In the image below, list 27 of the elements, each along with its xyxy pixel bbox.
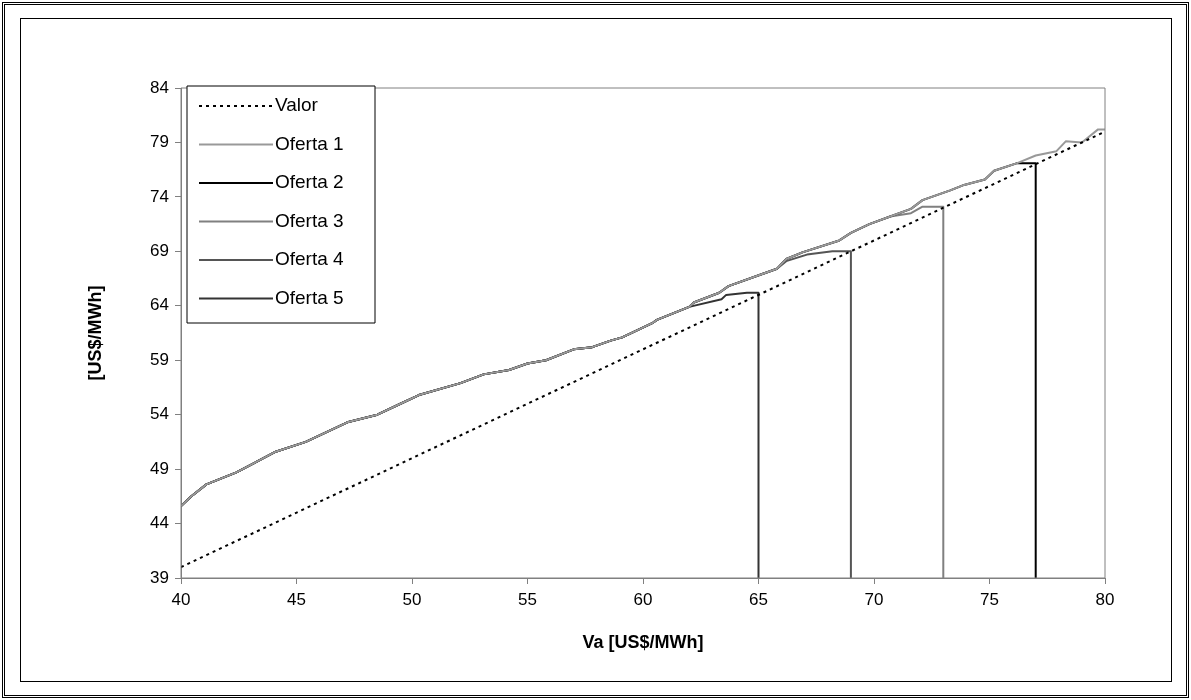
y-tick-label: 44 [150, 513, 169, 533]
y-tick-label: 69 [150, 241, 169, 261]
legend-label: Oferta 5 [275, 286, 344, 308]
y-tick-label: 64 [150, 295, 169, 315]
x-tick-label: 75 [980, 589, 999, 609]
legend-label: Oferta 3 [275, 209, 344, 231]
legend-label: Oferta 2 [275, 171, 344, 193]
legend-label: Valor [275, 94, 319, 116]
y-tick-label: 54 [150, 404, 169, 424]
y-tick-label: 74 [150, 186, 169, 206]
x-tick-label: 60 [633, 589, 653, 609]
y-tick-label: 39 [150, 567, 169, 587]
x-tick-label: 65 [749, 589, 768, 609]
legend-label: Oferta 4 [275, 248, 345, 270]
y-axis-title: [US$/MWh] [84, 285, 105, 381]
x-axis-title: Va [US$/MWh] [582, 632, 704, 653]
x-tick-label: 70 [864, 589, 884, 609]
y-tick-label: 49 [150, 458, 169, 478]
y-tick-label: 84 [150, 77, 169, 97]
legend-label: Oferta 1 [275, 132, 344, 154]
y-tick-label: 59 [150, 349, 169, 369]
y-tick-label: 79 [150, 132, 169, 152]
x-tick-label: 50 [402, 589, 422, 609]
x-tick-label: 80 [1095, 589, 1115, 609]
x-tick-label: 40 [171, 589, 191, 609]
x-tick-label: 45 [287, 589, 306, 609]
x-tick-label: 55 [518, 589, 537, 609]
